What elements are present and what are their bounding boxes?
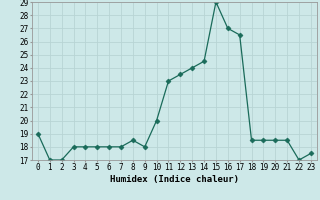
X-axis label: Humidex (Indice chaleur): Humidex (Indice chaleur) [110, 175, 239, 184]
